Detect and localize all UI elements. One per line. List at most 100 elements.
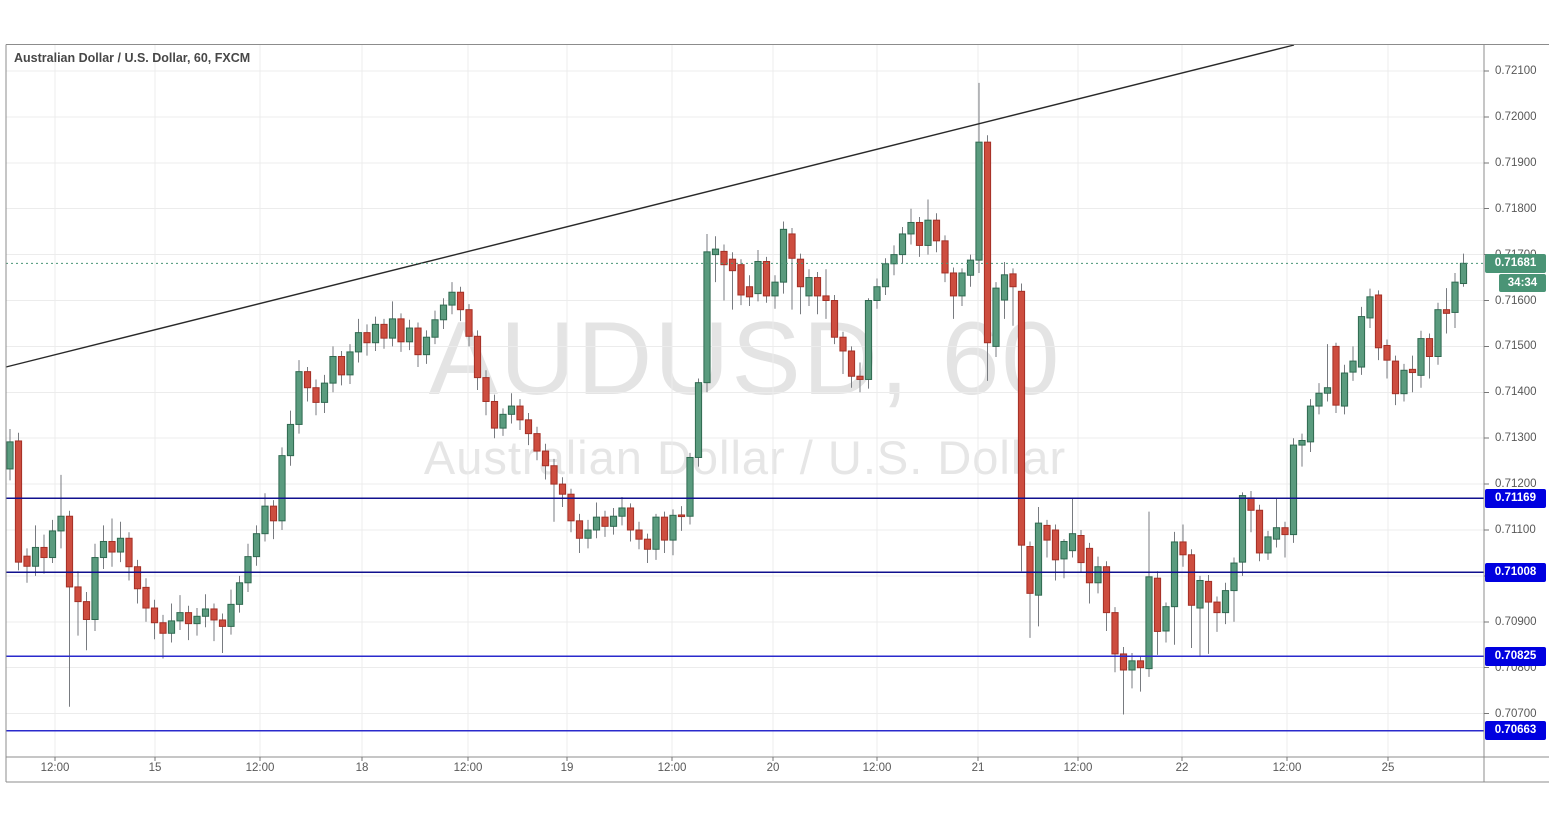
symbol-title[interactable]: Australian Dollar / U.S. Dollar, 60, FXC… <box>14 51 251 65</box>
candle-down <box>303 371 312 389</box>
price-axis-label: 0.71300 <box>1495 432 1537 445</box>
candle-up <box>1315 392 1323 407</box>
level-price-badge: 0.71008 <box>1485 562 1546 582</box>
candle-up <box>320 382 329 403</box>
candle-down <box>1102 566 1111 614</box>
candle-down <box>1281 527 1289 536</box>
candle-up <box>1323 387 1332 394</box>
candle-up <box>966 259 975 276</box>
candle-down <box>40 546 48 559</box>
candle-down <box>1247 497 1255 511</box>
candle-down <box>932 219 941 242</box>
candle-up <box>1306 405 1315 443</box>
candle-down <box>856 375 864 380</box>
price-axis-label: 0.71500 <box>1495 340 1537 353</box>
time-axis-label: 12:00 <box>862 762 892 774</box>
chart-frame <box>5 44 1549 783</box>
candle-down <box>414 327 422 356</box>
candle-down <box>1153 577 1162 632</box>
candle-down <box>184 612 193 625</box>
candle-down <box>677 514 686 518</box>
price-axis-label: 0.70700 <box>1495 707 1537 720</box>
candle-up <box>1196 579 1204 609</box>
candle-down <box>312 387 320 403</box>
candle-down <box>1332 345 1340 406</box>
candle-down <box>1425 338 1434 357</box>
candle-up <box>890 254 898 265</box>
candle-down <box>74 586 82 603</box>
time-axis-label: 25 <box>1381 762 1395 774</box>
candle-down <box>796 258 805 288</box>
candle-up <box>924 219 932 246</box>
candle-up <box>1459 262 1468 285</box>
price-axis-label: 0.70900 <box>1495 615 1537 628</box>
candle-up <box>176 612 184 622</box>
candle-down <box>1255 509 1264 554</box>
candle-up <box>1094 566 1102 584</box>
candle-up <box>779 228 788 283</box>
candle-down <box>1391 360 1400 395</box>
candle-down <box>482 377 490 402</box>
trendline[interactable] <box>5 44 1295 368</box>
candle-up <box>167 620 176 634</box>
time-axis-label: 12:00 <box>453 762 483 774</box>
candle-down <box>14 440 23 563</box>
time-axis-label: 12:00 <box>657 762 687 774</box>
candle-down <box>847 350 856 377</box>
candle-up <box>388 318 397 339</box>
candle-up <box>592 516 601 531</box>
candle-down <box>210 608 218 621</box>
candle-up <box>244 556 252 584</box>
price-axis-label: 0.71400 <box>1495 386 1537 399</box>
candle-down <box>142 586 150 609</box>
candle-up <box>1400 369 1408 395</box>
candle-down <box>490 400 499 429</box>
candle-up <box>1034 522 1043 596</box>
candle-down <box>643 538 652 550</box>
candle-up <box>703 251 711 384</box>
candle-up <box>618 507 626 517</box>
candle-up <box>57 515 65 532</box>
candle-up <box>1162 606 1170 632</box>
candle-down <box>456 291 465 311</box>
candle-up <box>1145 576 1153 670</box>
candle-down <box>465 309 473 337</box>
candle-down <box>1408 368 1417 374</box>
candle-up <box>31 546 40 567</box>
candle-up <box>48 530 57 559</box>
price-axis-label: 0.72000 <box>1495 110 1537 123</box>
level-lines[interactable] <box>6 497 1484 732</box>
candle-down <box>218 619 227 627</box>
candle-up <box>1357 316 1366 368</box>
level-price-badge: 0.70825 <box>1485 646 1546 666</box>
candle-down <box>830 300 839 338</box>
time-axis-label: 18 <box>355 762 369 774</box>
candle-down <box>1043 524 1051 541</box>
candle-down <box>720 250 728 266</box>
level-price-badge: 0.71169 <box>1485 488 1546 508</box>
candle-up <box>1221 590 1230 614</box>
candle-down <box>533 433 541 452</box>
candle-down <box>269 505 278 522</box>
time-axis-label: 12:00 <box>1063 762 1093 774</box>
candle-up <box>346 351 354 376</box>
candle-down <box>941 240 949 274</box>
candle-up <box>431 319 439 338</box>
candle-up <box>771 281 779 297</box>
candles[interactable] <box>6 82 1468 715</box>
candle-up <box>329 355 337 384</box>
candle-up <box>975 141 983 261</box>
candle-down <box>1119 653 1128 671</box>
candle-up <box>898 233 907 256</box>
candle-down <box>516 405 524 421</box>
time-axis-label: 20 <box>766 762 780 774</box>
candle-up <box>1264 536 1272 554</box>
time-axis-label: 15 <box>148 762 162 774</box>
candle-up <box>422 336 431 356</box>
candle-up <box>754 260 762 295</box>
candle-up <box>907 221 915 235</box>
candle-up <box>371 323 380 344</box>
candle-up <box>1298 439 1306 446</box>
